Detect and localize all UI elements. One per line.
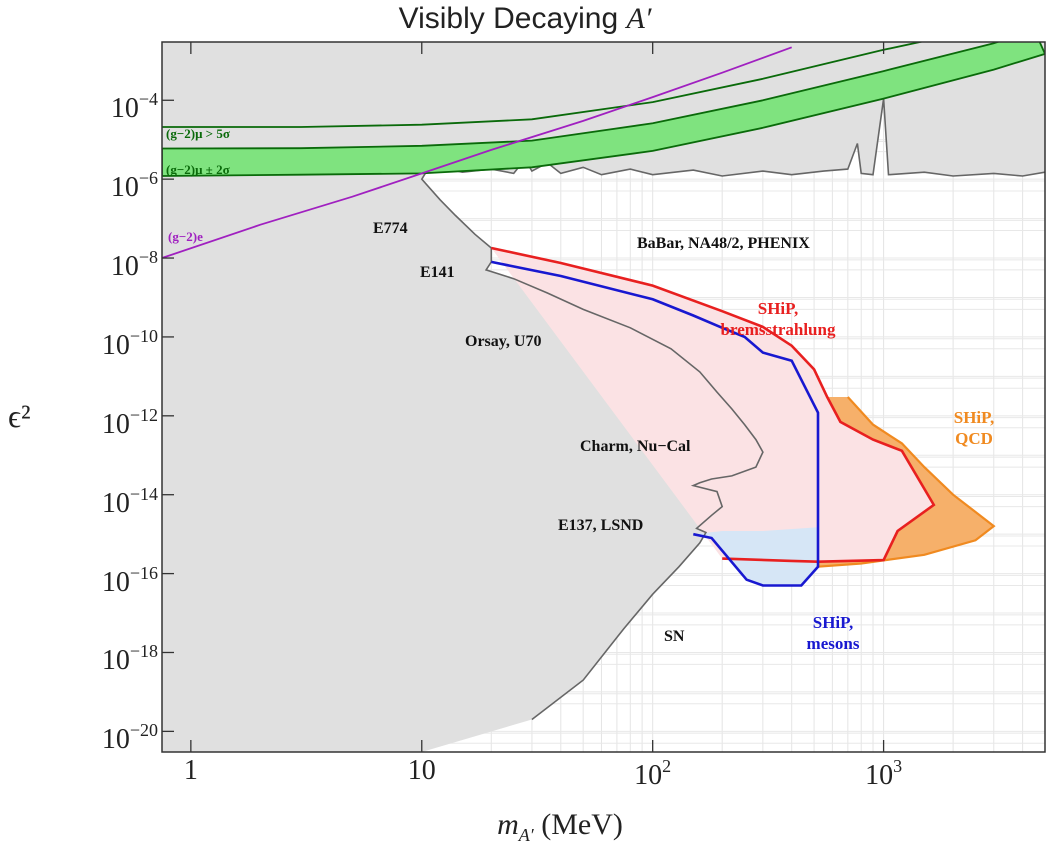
y-tick-label: 10−14 bbox=[101, 483, 158, 519]
y-tick-label: 10−4 bbox=[110, 89, 158, 125]
annotation-label: E774 bbox=[373, 220, 408, 237]
annotation-label: Orsay, U70 bbox=[465, 333, 542, 350]
ship-qcd-fill bbox=[818, 397, 994, 567]
y-tick-label: 10−16 bbox=[101, 562, 158, 598]
x-tick-label: 10 bbox=[407, 755, 436, 786]
x-tick-label: 1 bbox=[183, 755, 198, 786]
annotation-label: (g−2)μ > 5σ bbox=[166, 126, 230, 141]
annotation-label: SHiP, QCD bbox=[953, 408, 995, 449]
annotation-label: (g−2)e bbox=[168, 229, 203, 244]
y-tick-label: 10−10 bbox=[101, 325, 158, 361]
x-tick-label: 102 bbox=[634, 756, 672, 791]
x-tick-label: 103 bbox=[865, 756, 903, 791]
y-tick-label: 10−8 bbox=[110, 247, 158, 283]
ship-qcd-line bbox=[817, 396, 996, 568]
annotation-label: E141 bbox=[420, 264, 455, 281]
annotation-label: E137, LSND bbox=[558, 517, 644, 534]
ship-mesons-line bbox=[491, 260, 820, 587]
annotation-label: (g−2)μ ± 2σ bbox=[166, 162, 230, 177]
y-tick-label: 10−18 bbox=[101, 641, 158, 677]
plot-frame bbox=[161, 41, 1046, 753]
gm2-mu-5sigma-line bbox=[162, 42, 925, 128]
annotation-label: Charm, Nu−Cal bbox=[580, 438, 691, 455]
annotation-label: SN bbox=[664, 628, 685, 645]
gm2-e-line bbox=[162, 46, 793, 259]
annotation-label: BaBar, NA48/2, PHENIX bbox=[637, 235, 810, 252]
x-axis-label: mA′ (MeV) bbox=[497, 808, 623, 845]
y-axis-label: ϵ² bbox=[8, 398, 31, 434]
annotation-label: SHiP, bremsstrahlung bbox=[720, 299, 836, 340]
ship-brems-line bbox=[491, 246, 936, 564]
excluded-region-beam-dump bbox=[162, 171, 763, 752]
y-tick-label: 10−6 bbox=[110, 168, 158, 204]
y-tick-label: 10−12 bbox=[101, 404, 158, 440]
annotation-label: SHiP, mesons bbox=[806, 613, 860, 654]
chart-title: Visibly Decaying A′ bbox=[398, 2, 652, 35]
y-tick-label: 10−20 bbox=[101, 720, 158, 756]
ship-mesons-fill bbox=[693, 527, 818, 586]
ship-brems-fill bbox=[491, 248, 934, 562]
